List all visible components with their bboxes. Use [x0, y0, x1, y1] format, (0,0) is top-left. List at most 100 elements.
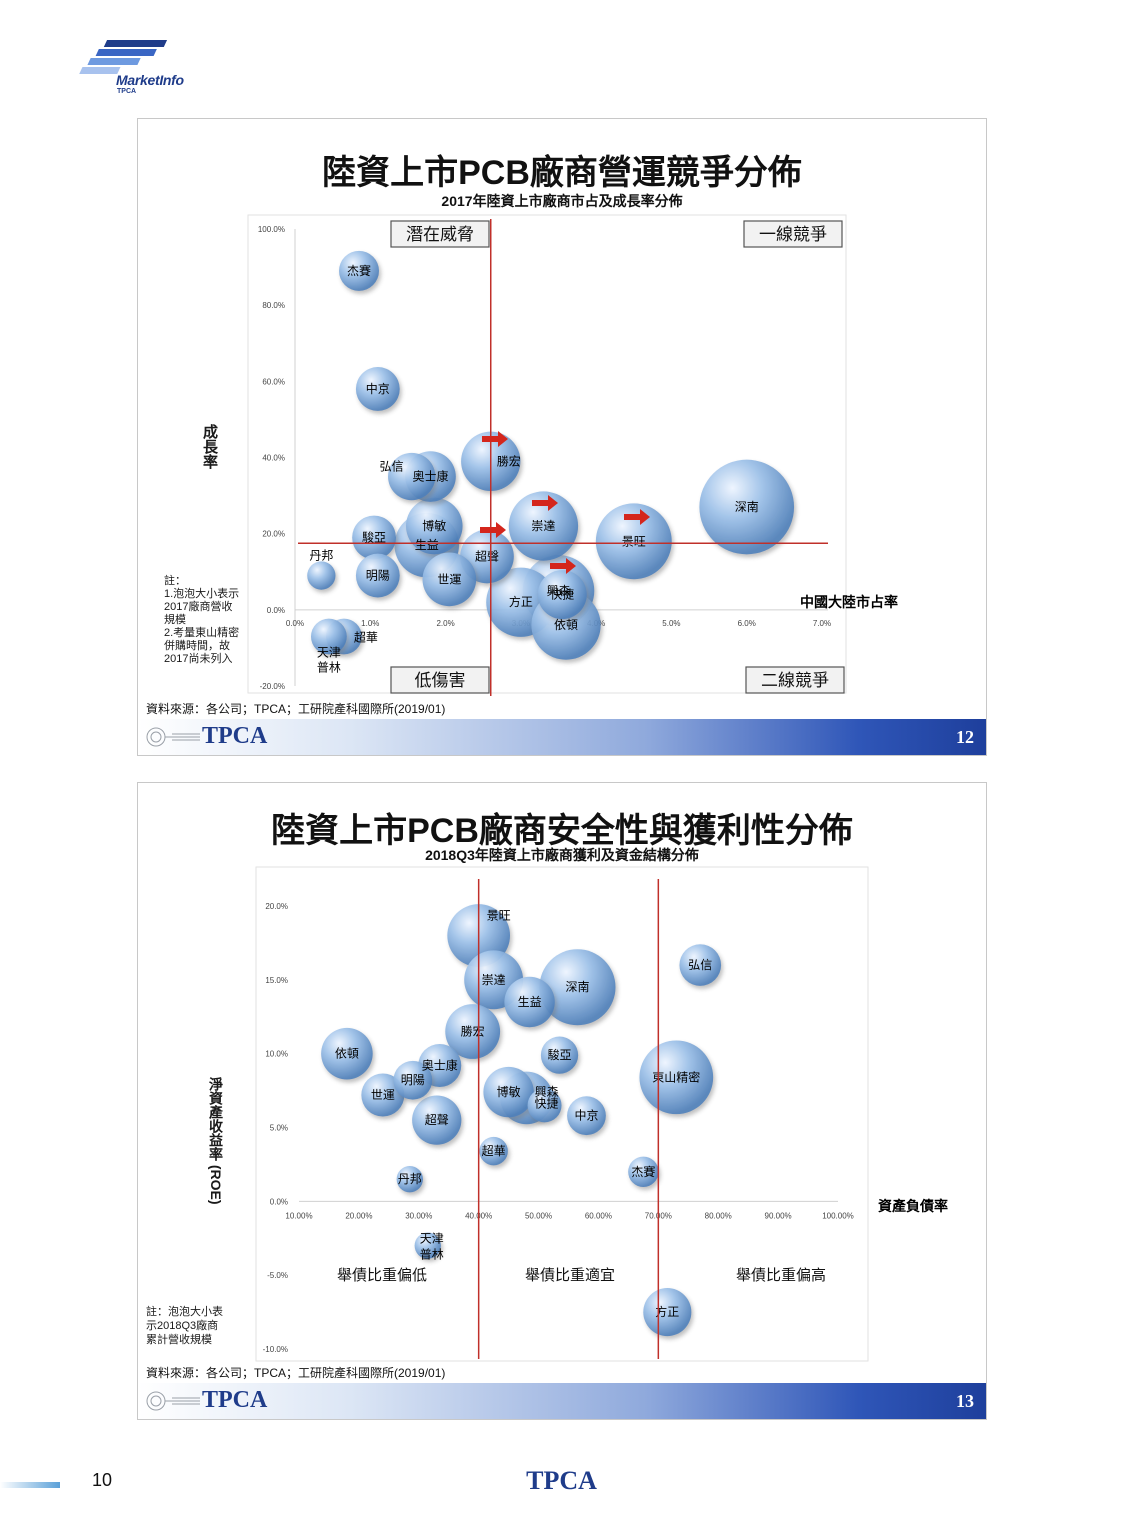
- bubble-label: 依頓: [554, 617, 578, 632]
- bubble-label: 快捷: [550, 588, 574, 602]
- bubble-label: 興森: [535, 1084, 559, 1099]
- y-tick-label: 10.0%: [265, 1050, 288, 1059]
- bubble-label: 普林: [317, 660, 341, 674]
- y-tick-label: -5.0%: [267, 1271, 288, 1280]
- plot-area: [247, 214, 847, 694]
- source-text: 資料來源：各公司；TPCA；工研院產科國際所(2019/01): [146, 702, 446, 716]
- bubble-label: 方正: [655, 1304, 679, 1319]
- bubble-世運: [422, 552, 477, 607]
- quadrant-label: 二線競爭: [761, 671, 829, 690]
- footer-bar: TPCA 12: [138, 719, 986, 755]
- bubble-杰賽: [338, 250, 379, 291]
- y-tick-label: 0.0%: [270, 1197, 288, 1206]
- bubble-label: 東山精密: [652, 1069, 700, 1084]
- zone-label: 舉債比重偏低: [337, 1267, 427, 1284]
- bubble-明陽: [393, 1060, 433, 1100]
- market-share-growth-chart: -20.0% 0.0% 20.0% 40.0% 60.0% 80.0% 100.0% 0.0%…: [247, 214, 898, 696]
- bubble-label: 杰賽: [347, 263, 371, 278]
- bubble-快捷: [527, 1088, 562, 1123]
- bubble-label: 天津: [420, 1232, 444, 1246]
- y-tick-label: 15.0%: [265, 976, 288, 985]
- bubble-博敏: [483, 1066, 534, 1118]
- bubble-博敏: [405, 497, 463, 555]
- bubble-方正: [643, 1288, 692, 1337]
- y-tick-label: 80.0%: [262, 301, 285, 310]
- x-tick-label: 90.00%: [765, 1211, 792, 1220]
- y-tick-label: 0.0%: [267, 606, 285, 615]
- bubble-label: 明陽: [401, 1073, 425, 1087]
- x-tick-label: 50.00%: [525, 1211, 552, 1220]
- bubble-label: 快捷: [535, 1096, 559, 1110]
- tree-decoration-icon: [146, 1391, 200, 1411]
- bubble-label: 弘信: [380, 460, 404, 474]
- roe-debt-ratio-chart: -10.0% -5.0% 0.0% 5.0% 10.0% 15.0% 20.0% 10.00%…: [255, 866, 948, 1362]
- bubble-天津普林: [310, 618, 347, 655]
- y-tick-label: 20.0%: [265, 902, 288, 911]
- bubble-label: 景旺: [622, 534, 646, 548]
- chart-note: 註：泡泡大小表 示2018Q3廠商 累計營收規模: [146, 1306, 223, 1346]
- x-tick-label: 2.0%: [436, 619, 454, 628]
- slide-title: 陸資上市PCB廠商營運競爭分佈: [322, 154, 802, 192]
- bubble-label: 世運: [371, 1088, 395, 1102]
- bubble-label: 依頓: [335, 1046, 359, 1061]
- page-footer-brand: TPCA: [526, 1466, 597, 1495]
- y-tick-label: 5.0%: [270, 1124, 288, 1133]
- x-tick-label: 6.0%: [738, 619, 756, 628]
- bubble-label: 弘信: [688, 958, 712, 972]
- bubble-中京: [567, 1096, 606, 1136]
- bubble-天津普林: [414, 1232, 441, 1259]
- x-tick-label: 0.0%: [286, 619, 304, 628]
- logo-text: MarketInfo: [116, 72, 184, 88]
- source-text: 資料來源：各公司；TPCA；工研院產科國際所(2019/01): [146, 1366, 446, 1380]
- bubble-超華: [479, 1136, 508, 1166]
- footer-bar: TPCA 13: [138, 1383, 986, 1419]
- tree-decoration-icon: [146, 727, 200, 747]
- bubble-label: 天津: [317, 645, 341, 659]
- bubble-景旺: [595, 503, 672, 580]
- y-axis-label: 淨資產收益率 (ROE): [208, 1077, 224, 1205]
- bubble-label: 丹邦: [309, 549, 333, 563]
- bubble-杰賽: [628, 1156, 659, 1188]
- bubble-世運: [361, 1073, 405, 1117]
- bubble-label: 世運: [437, 572, 461, 586]
- trend-arrow-icon: [532, 495, 558, 511]
- bubble-label: 生益: [518, 995, 542, 1009]
- bubble-label: 駿亞: [362, 530, 386, 544]
- bubble-label: 中京: [574, 1108, 598, 1123]
- bubble-label: 博敏: [497, 1084, 521, 1099]
- x-tick-label: 7.0%: [813, 619, 831, 628]
- bubble-label: 杰賽: [631, 1164, 655, 1179]
- bubble-深南: [699, 459, 795, 555]
- bubble-深南: [539, 949, 616, 1026]
- bubble-label: 普林: [420, 1248, 444, 1262]
- x-tick-label: 30.00%: [405, 1211, 432, 1220]
- x-tick-label: 100.00%: [822, 1211, 854, 1220]
- quadrant-label-box: [390, 220, 490, 248]
- bubble-駿亞: [352, 515, 396, 560]
- bubble-label: 崇達: [482, 973, 506, 987]
- x-tick-label: 60.00%: [585, 1211, 612, 1220]
- bubble-label: 超華: [354, 629, 378, 644]
- bubble-label: 超華: [482, 1143, 506, 1158]
- bubble-中京: [355, 367, 400, 411]
- page-number: 10: [92, 1470, 113, 1490]
- quadrant-label-box: [745, 666, 845, 694]
- bubble-label: 勝宏: [497, 453, 521, 468]
- trend-arrow-icon: [624, 509, 650, 525]
- y-tick-label: 100.0%: [258, 225, 285, 234]
- bubble-超聲: [412, 1095, 462, 1145]
- bubble-label: 興森: [546, 583, 570, 598]
- bubble-label: 超聲: [475, 549, 499, 564]
- page-footer-bar: [0, 1482, 60, 1488]
- chart-subtitle: 2017年陸資上市廠商市占及成長率分佈: [441, 193, 683, 209]
- y-tick-label: -10.0%: [263, 1345, 288, 1354]
- y-tick-label: 60.0%: [262, 377, 285, 386]
- bubble-駿亞: [540, 1036, 579, 1074]
- marketinfo-logo-icon: [79, 40, 168, 74]
- bubble-弘信: [388, 452, 436, 501]
- bubble-label: 深南: [735, 499, 759, 514]
- chart-note: 註： 1.泡泡大小表示 2017廠商營收 規模 2.考量東山精密 併購時間，故 …: [164, 575, 240, 665]
- x-axis-label: 中國大陸市占率: [800, 594, 898, 610]
- bubble-label: 景旺: [487, 909, 511, 923]
- bubble-label: 駿亞: [548, 1048, 572, 1062]
